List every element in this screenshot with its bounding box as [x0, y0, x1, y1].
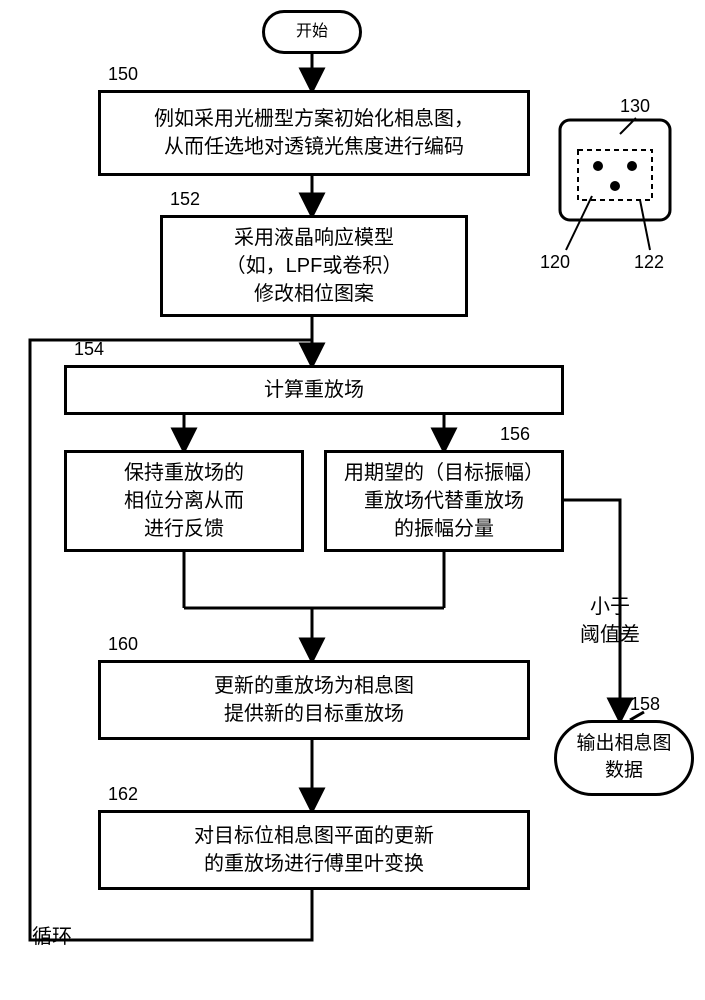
step-160-num: 160 [108, 634, 138, 655]
step-159-text: 保持重放场的 相位分离从而 进行反馈 [124, 459, 244, 543]
step-156-num: 156 [500, 424, 530, 445]
inset-inner-rect [578, 150, 652, 200]
inset-num-130: 130 [620, 96, 650, 117]
inset-outer-rect [560, 120, 670, 220]
inset-lead-1 [566, 196, 592, 250]
step-156: 用期望的（目标振幅） 重放场代替重放场 的振幅分量 [324, 450, 564, 552]
step-162-text: 对目标位相息图平面的更新 的重放场进行傅里叶变换 [194, 822, 434, 878]
step-154-text: 计算重放场 [264, 376, 364, 404]
end-terminator: 输出相息图 数据 [554, 720, 694, 796]
inset-dot-0 [593, 161, 603, 171]
step-162-num: 162 [108, 784, 138, 805]
step-154: 计算重放场 [64, 365, 564, 415]
threshold-label-1: 小于 [590, 590, 630, 619]
step-150-num: 150 [108, 64, 138, 85]
step-159: 保持重放场的 相位分离从而 进行反馈 [64, 450, 304, 552]
end-label: 输出相息图 数据 [576, 731, 671, 784]
step-160: 更新的重放场为相息图 提供新的目标重放场 [98, 660, 530, 740]
step-152: 采用液晶响应模型 （如，LPF或卷积） 修改相位图案 [160, 215, 468, 317]
loop-label: 循环 [32, 920, 72, 949]
inset-lead-2 [640, 200, 650, 250]
threshold-label-2: 阈值差 [580, 618, 640, 647]
step-150-text: 例如采用光栅型方案初始化相息图， 从而任选地对透镜光焦度进行编码 [154, 105, 474, 161]
step-162: 对目标位相息图平面的更新 的重放场进行傅里叶变换 [98, 810, 530, 890]
inset-num-122: 122 [634, 252, 664, 273]
start-label: 开始 [296, 21, 328, 43]
start-terminator: 开始 [262, 10, 362, 54]
step-154-num: 154 [74, 339, 104, 360]
inset-num-120: 120 [540, 252, 570, 273]
step-152-text: 采用液晶响应模型 （如，LPF或卷积） 修改相位图案 [226, 224, 403, 308]
inset-lead-0 [620, 118, 636, 134]
step-150: 例如采用光栅型方案初始化相息图， 从而任选地对透镜光焦度进行编码 [98, 90, 530, 176]
end-num-158: 158 [630, 694, 660, 715]
step-152-num: 152 [170, 189, 200, 210]
inset-dot-2 [610, 181, 620, 191]
inset-dot-1 [627, 161, 637, 171]
step-156-text: 用期望的（目标振幅） 重放场代替重放场 的振幅分量 [344, 459, 544, 543]
step-160-text: 更新的重放场为相息图 提供新的目标重放场 [214, 672, 414, 728]
